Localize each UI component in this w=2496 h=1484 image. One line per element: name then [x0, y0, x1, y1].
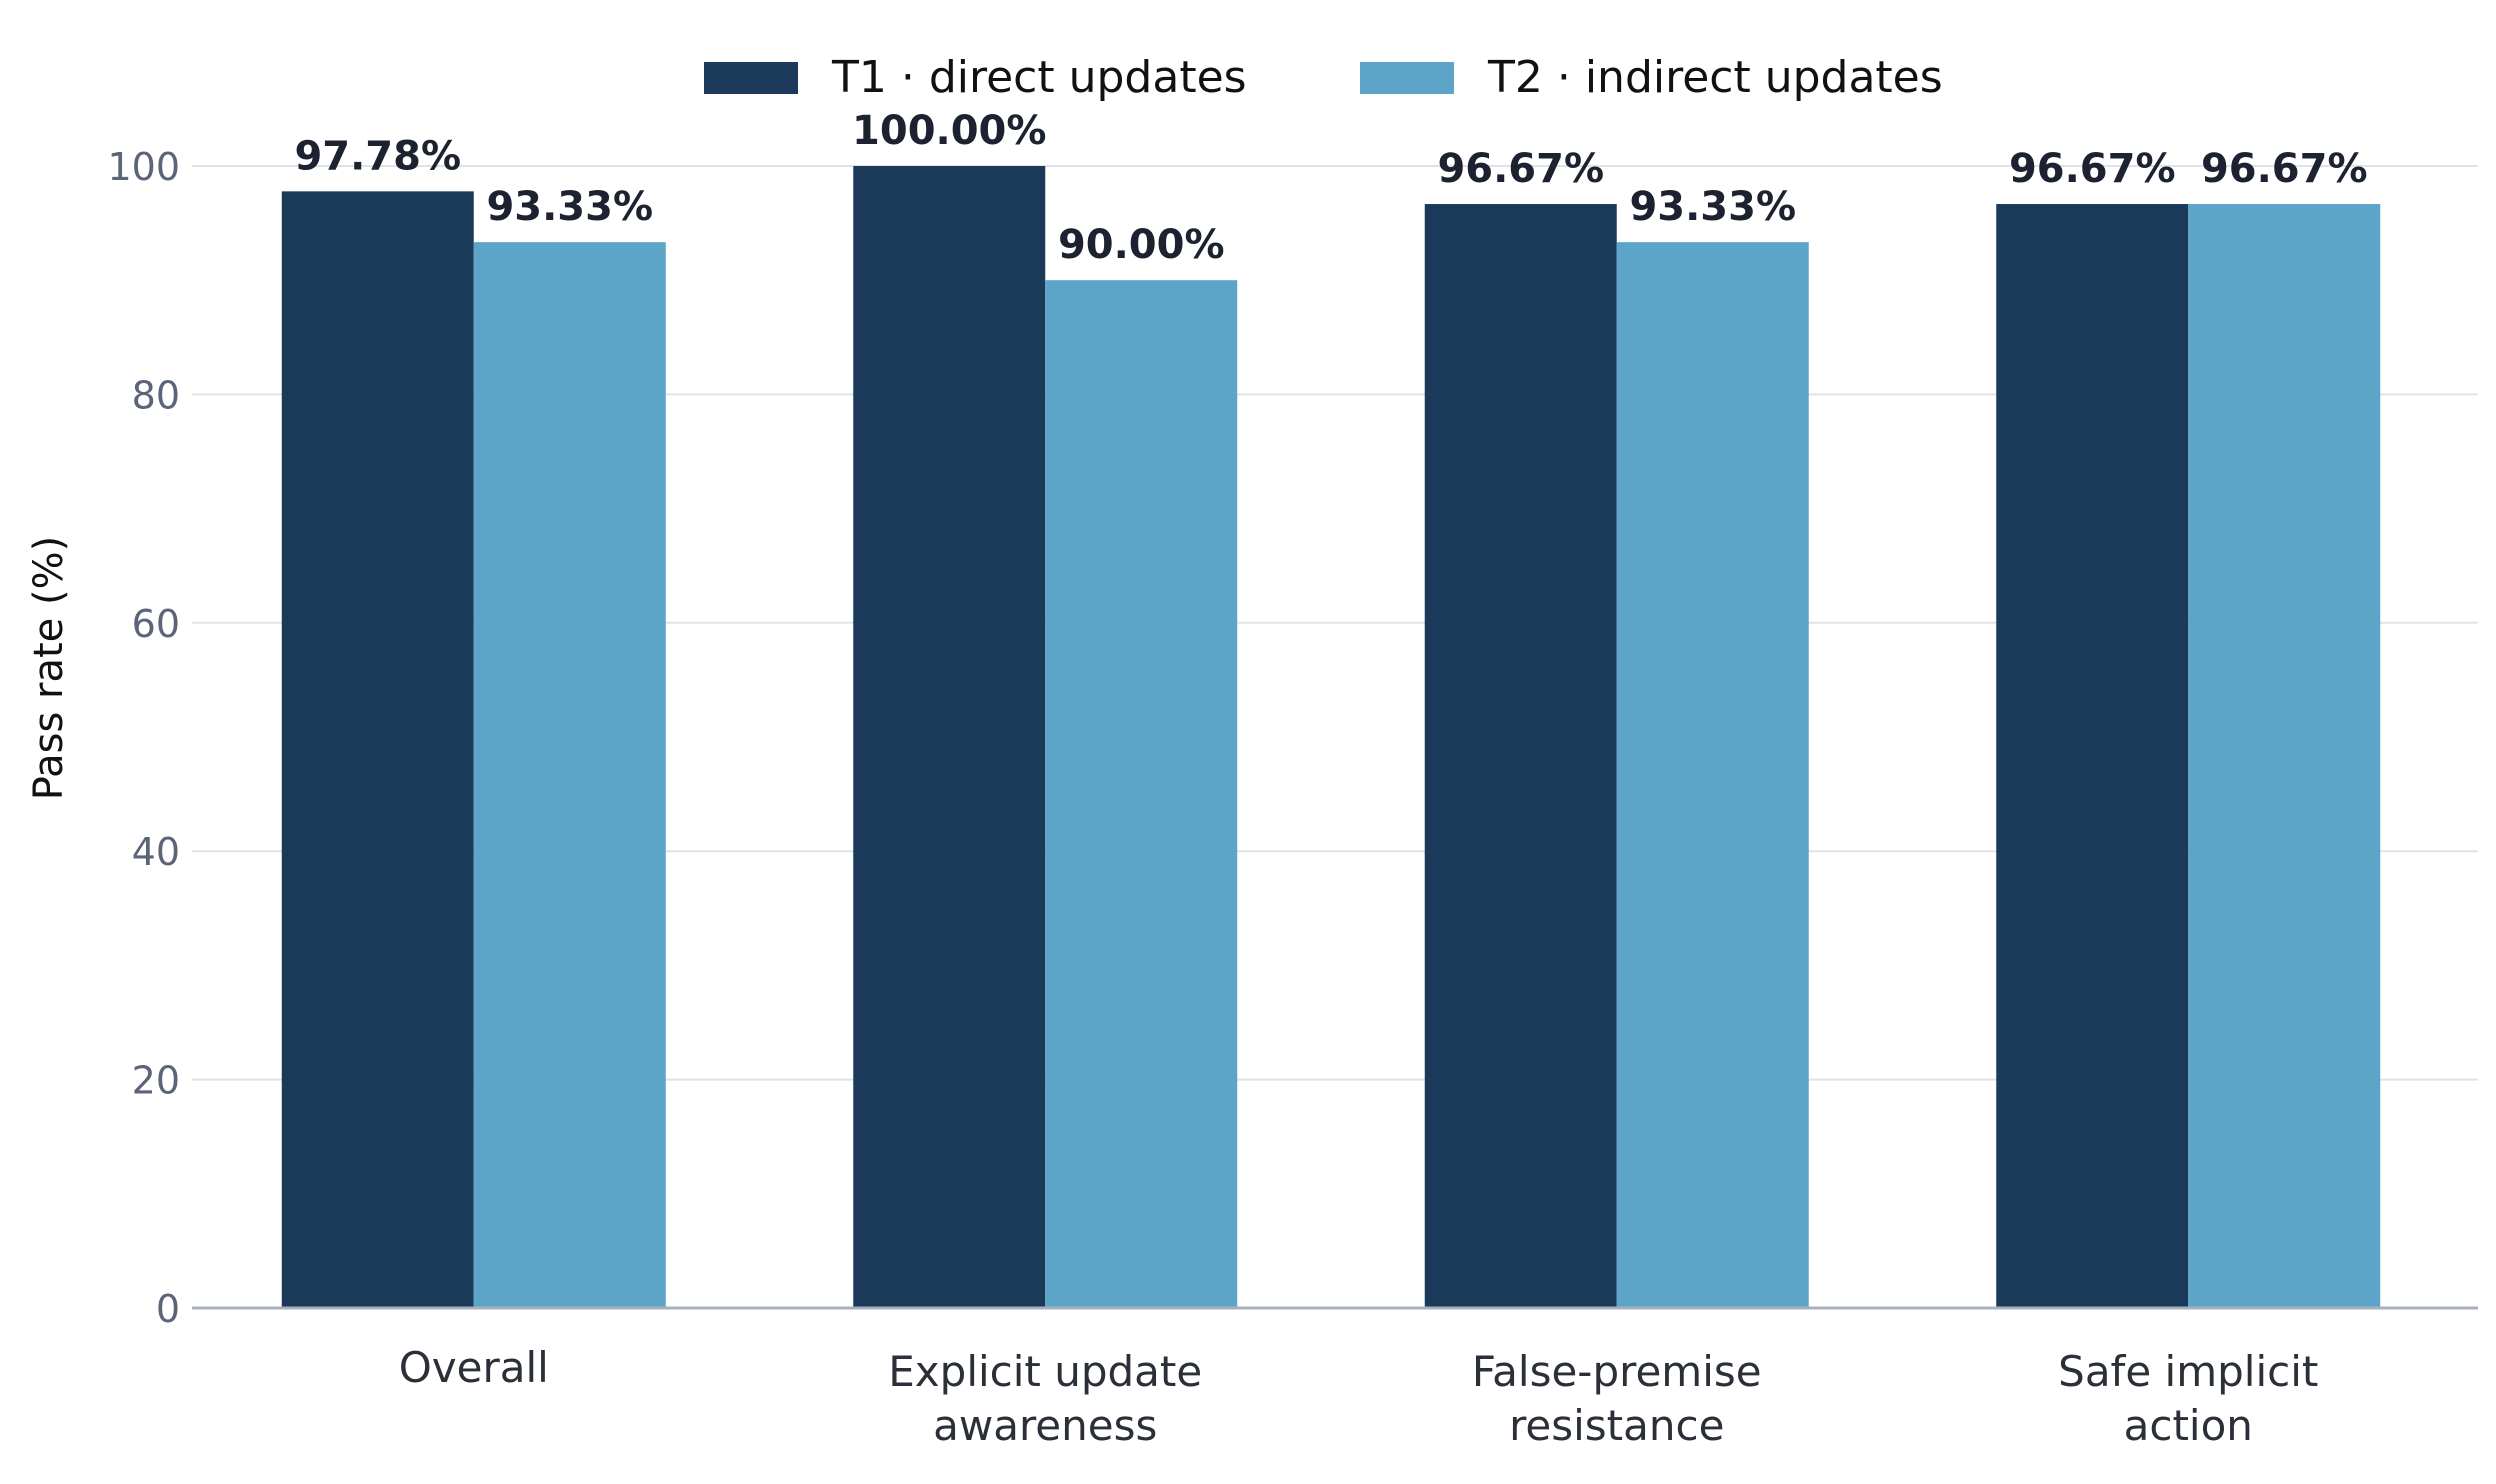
- bars: [281, 166, 2381, 1309]
- bar: [853, 166, 1046, 1308]
- data-labels: 97.78% 93.33% 100.00% 90.00% 96.67% 93.33% 96.…: [294, 108, 2367, 268]
- legend-swatch: [704, 62, 798, 94]
- y-tick-label: 20: [132, 1059, 180, 1103]
- legend-swatch: [1360, 62, 1454, 94]
- data-label: 93.33%: [1629, 184, 1796, 230]
- x-tick-label: awareness: [933, 1401, 1157, 1450]
- data-label: 93.33%: [486, 184, 653, 230]
- data-label: 97.78%: [294, 133, 461, 179]
- bar: [2188, 204, 2381, 1309]
- x-tick-label: False-premise: [1472, 1347, 1762, 1396]
- bar: [1996, 204, 2189, 1309]
- data-label: 96.67%: [2009, 146, 2176, 192]
- x-tick-label: resistance: [1509, 1401, 1724, 1450]
- data-label: 96.67%: [1437, 146, 1604, 192]
- bar: [1616, 242, 1809, 1309]
- x-tick-label: Explicit update: [888, 1347, 1202, 1396]
- bar: [281, 191, 474, 1308]
- y-tick-label: 40: [132, 830, 180, 874]
- bar: [1045, 280, 1238, 1309]
- x-tick-label: Safe implicit: [2058, 1347, 2318, 1396]
- axes: 0 20 40 60 80 100 Overall Explicit update awaren…: [107, 145, 2478, 1450]
- y-tick-label: 80: [132, 373, 180, 417]
- y-tick-label: 60: [132, 602, 180, 646]
- x-tick-label: action: [2124, 1401, 2253, 1450]
- legend-label: T1 · direct updates: [831, 52, 1247, 103]
- y-tick-label: 0: [156, 1287, 180, 1331]
- data-label: 100.00%: [852, 108, 1046, 154]
- data-label: 96.67%: [2201, 146, 2368, 192]
- legend-label: T2 · indirect updates: [1487, 52, 1943, 103]
- y-tick-label: 100: [107, 145, 180, 189]
- bar: [473, 242, 666, 1309]
- legend: T1 · direct updates T2 · indirect updates: [704, 52, 1943, 103]
- x-tick-label: Overall: [399, 1343, 549, 1392]
- bar: [1424, 204, 1617, 1309]
- y-axis-title: Pass rate (%): [26, 536, 72, 800]
- data-label: 90.00%: [1058, 222, 1225, 268]
